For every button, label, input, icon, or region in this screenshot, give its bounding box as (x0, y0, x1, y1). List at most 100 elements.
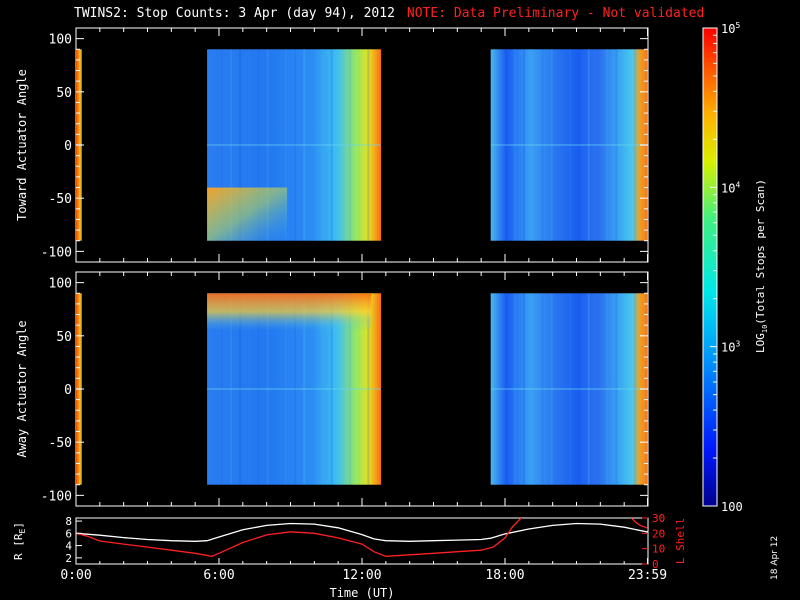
time-tick-label: 12:00 (342, 568, 381, 583)
colorbar-tick-label: 104 (721, 180, 740, 195)
lshell-axis-ticks: 30 20 10 0 (642, 512, 665, 571)
y-tick-label: -100 (41, 245, 72, 260)
toward-y-ticks: 100 50 0 -50 -100 (41, 33, 648, 260)
y-tick-label: -100 (41, 489, 72, 504)
heatmap-enhancement (207, 293, 372, 331)
heatmap-streak (550, 293, 553, 485)
colorbar-label: LOG10(Total Stops per Scan) (754, 179, 769, 353)
heatmap-streak (615, 293, 618, 485)
away-heatmap (76, 293, 648, 485)
heatmap-streak (303, 293, 306, 485)
heatmap-streak (257, 293, 260, 485)
heatmap-streak (358, 49, 361, 241)
time-tick-label: 18:00 (485, 568, 524, 583)
heatmap-streak (550, 49, 553, 241)
heatmap-streak (349, 49, 352, 241)
heatmap-streak (541, 49, 544, 241)
time-tick-label: 6:00 (203, 568, 234, 583)
time-axis-label: Time (UT) (329, 586, 394, 600)
heatmap-streak (358, 293, 361, 485)
heatmap-streak (578, 49, 581, 241)
y-tick-label: 100 (49, 277, 72, 292)
heatmap-streak (587, 293, 590, 485)
toward-x-ticks (75, 28, 649, 262)
lshell-axis-label: L Shell (674, 518, 687, 564)
r-tick-label: 8 (65, 515, 72, 528)
r-line (76, 522, 648, 542)
heatmap-streak (239, 293, 242, 485)
away-y-ticks: 100 50 0 -50 -100 (41, 277, 648, 504)
heatmap-streak (633, 293, 636, 485)
heatmap-streak (266, 49, 269, 241)
heatmap-streak (587, 49, 590, 241)
r-tick-label: 4 (65, 540, 72, 553)
heatmap-streak (220, 293, 223, 485)
away-x-ticks (75, 272, 649, 506)
heatmap-streak (294, 293, 297, 485)
away-panel: 100 50 0 -50 -100 Away Actuator Angle (15, 271, 649, 507)
y-tick-label: 0 (64, 383, 72, 398)
heatmap-streak (321, 49, 324, 241)
heatmap-streak (220, 49, 223, 241)
y-tick-label: 50 (56, 86, 72, 101)
heatmap-streak (257, 49, 260, 241)
heatmap-streak (321, 293, 324, 485)
heatmap-streak (615, 49, 618, 241)
colorbar-ticks: 100 103 104 105 (710, 21, 743, 514)
heatmap-streak (229, 49, 232, 241)
heatmap-block (490, 49, 648, 241)
time-tick-label: 0:00 (60, 568, 91, 583)
r-tick-label: 6 (65, 527, 72, 540)
title-main: TWINS2: Stop Counts: 3 Apr (day 94), 201… (74, 6, 395, 21)
lshell-line (630, 518, 648, 530)
y-tick-label: -50 (49, 436, 72, 451)
heatmap-streak (569, 49, 572, 241)
heatmap-streak (367, 49, 370, 241)
heatmap-enhancement (207, 187, 288, 241)
heatmap-streak (513, 49, 516, 241)
heatmap-zero-band (207, 388, 382, 390)
y-tick-label: 0 (64, 139, 72, 154)
colorbar-fill (702, 27, 718, 507)
y-tick-label: 50 (56, 330, 72, 345)
y-tick-label: 100 (49, 33, 72, 48)
lshell-tick-label: 0 (652, 558, 659, 571)
heatmap-streak (606, 293, 609, 485)
ephemeris-lines (76, 518, 648, 557)
heatmap-streak (569, 293, 572, 485)
heatmap-streak (330, 293, 333, 485)
colorbar-tick-label: 105 (721, 21, 740, 36)
heatmap-streak (284, 293, 287, 485)
heatmap-streak (303, 49, 306, 241)
heatmap-streak (606, 49, 609, 241)
heatmap-streak (266, 293, 269, 485)
heatmap-streak (633, 49, 636, 241)
time-tick-label: 23:59 (628, 568, 667, 583)
heatmap-streak (294, 49, 297, 241)
colorbar: 100 103 104 105 LOG10(Total Stops per Scan) (702, 21, 769, 514)
heatmap-streak (284, 49, 287, 241)
r-axis-label: R [RE] (12, 522, 27, 560)
r-tick-label: 2 (65, 552, 72, 565)
toward-y-axis-label: Toward Actuator Angle (15, 69, 29, 221)
heatmap-streak (239, 49, 242, 241)
lshell-line (76, 518, 523, 557)
y-tick-label: -50 (49, 192, 72, 207)
heatmap-streak (330, 49, 333, 241)
heatmap-streak (541, 293, 544, 485)
heatmap-streak (367, 293, 370, 485)
heatmap-zero-band (207, 144, 382, 146)
toward-panel: 100 50 0 -50 -100 Toward Actuator Angle (15, 27, 649, 263)
heatmap-streak (229, 293, 232, 485)
away-y-axis-label: Away Actuator Angle (15, 320, 29, 457)
lshell-tick-label: 30 (652, 512, 665, 525)
lshell-tick-label: 20 (652, 527, 665, 540)
heatmap-streak (349, 293, 352, 485)
heatmap-streak (578, 293, 581, 485)
date-stamp: 18 Apr 12 (770, 535, 780, 580)
heatmap-block (490, 293, 648, 485)
heatmap-streak (504, 293, 507, 485)
heatmap-zero-band (490, 388, 648, 390)
